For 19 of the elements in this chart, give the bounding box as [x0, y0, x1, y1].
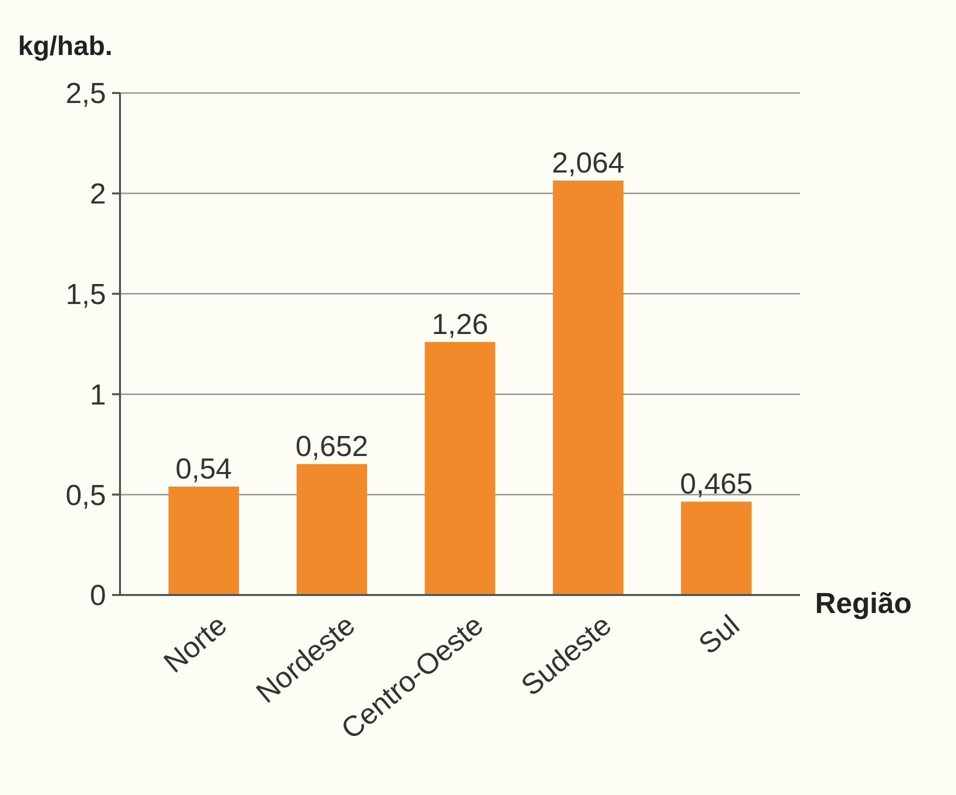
y-tick-label: 1	[90, 379, 106, 412]
data-label: 0,465	[680, 468, 753, 501]
bar	[296, 464, 368, 595]
y-axis-title: kg/hab.	[18, 31, 113, 61]
data-label: 0,652	[296, 431, 368, 464]
bar	[681, 502, 752, 595]
bar	[424, 342, 496, 595]
data-label: 0,54	[175, 454, 232, 486]
data-label: 1,26	[432, 308, 488, 341]
data-label: 2,064	[552, 148, 624, 180]
y-tick-label: 0,5	[66, 480, 106, 512]
x-axis-title: Região	[815, 588, 912, 620]
bar	[552, 180, 624, 595]
y-tick-label: 2,5	[66, 78, 106, 110]
bar	[168, 486, 239, 595]
y-tick-label: 0	[90, 580, 106, 612]
y-tick-label: 2	[90, 178, 106, 211]
x-tick-label: Sul	[693, 609, 746, 661]
y-tick-label: 1,5	[66, 278, 106, 311]
